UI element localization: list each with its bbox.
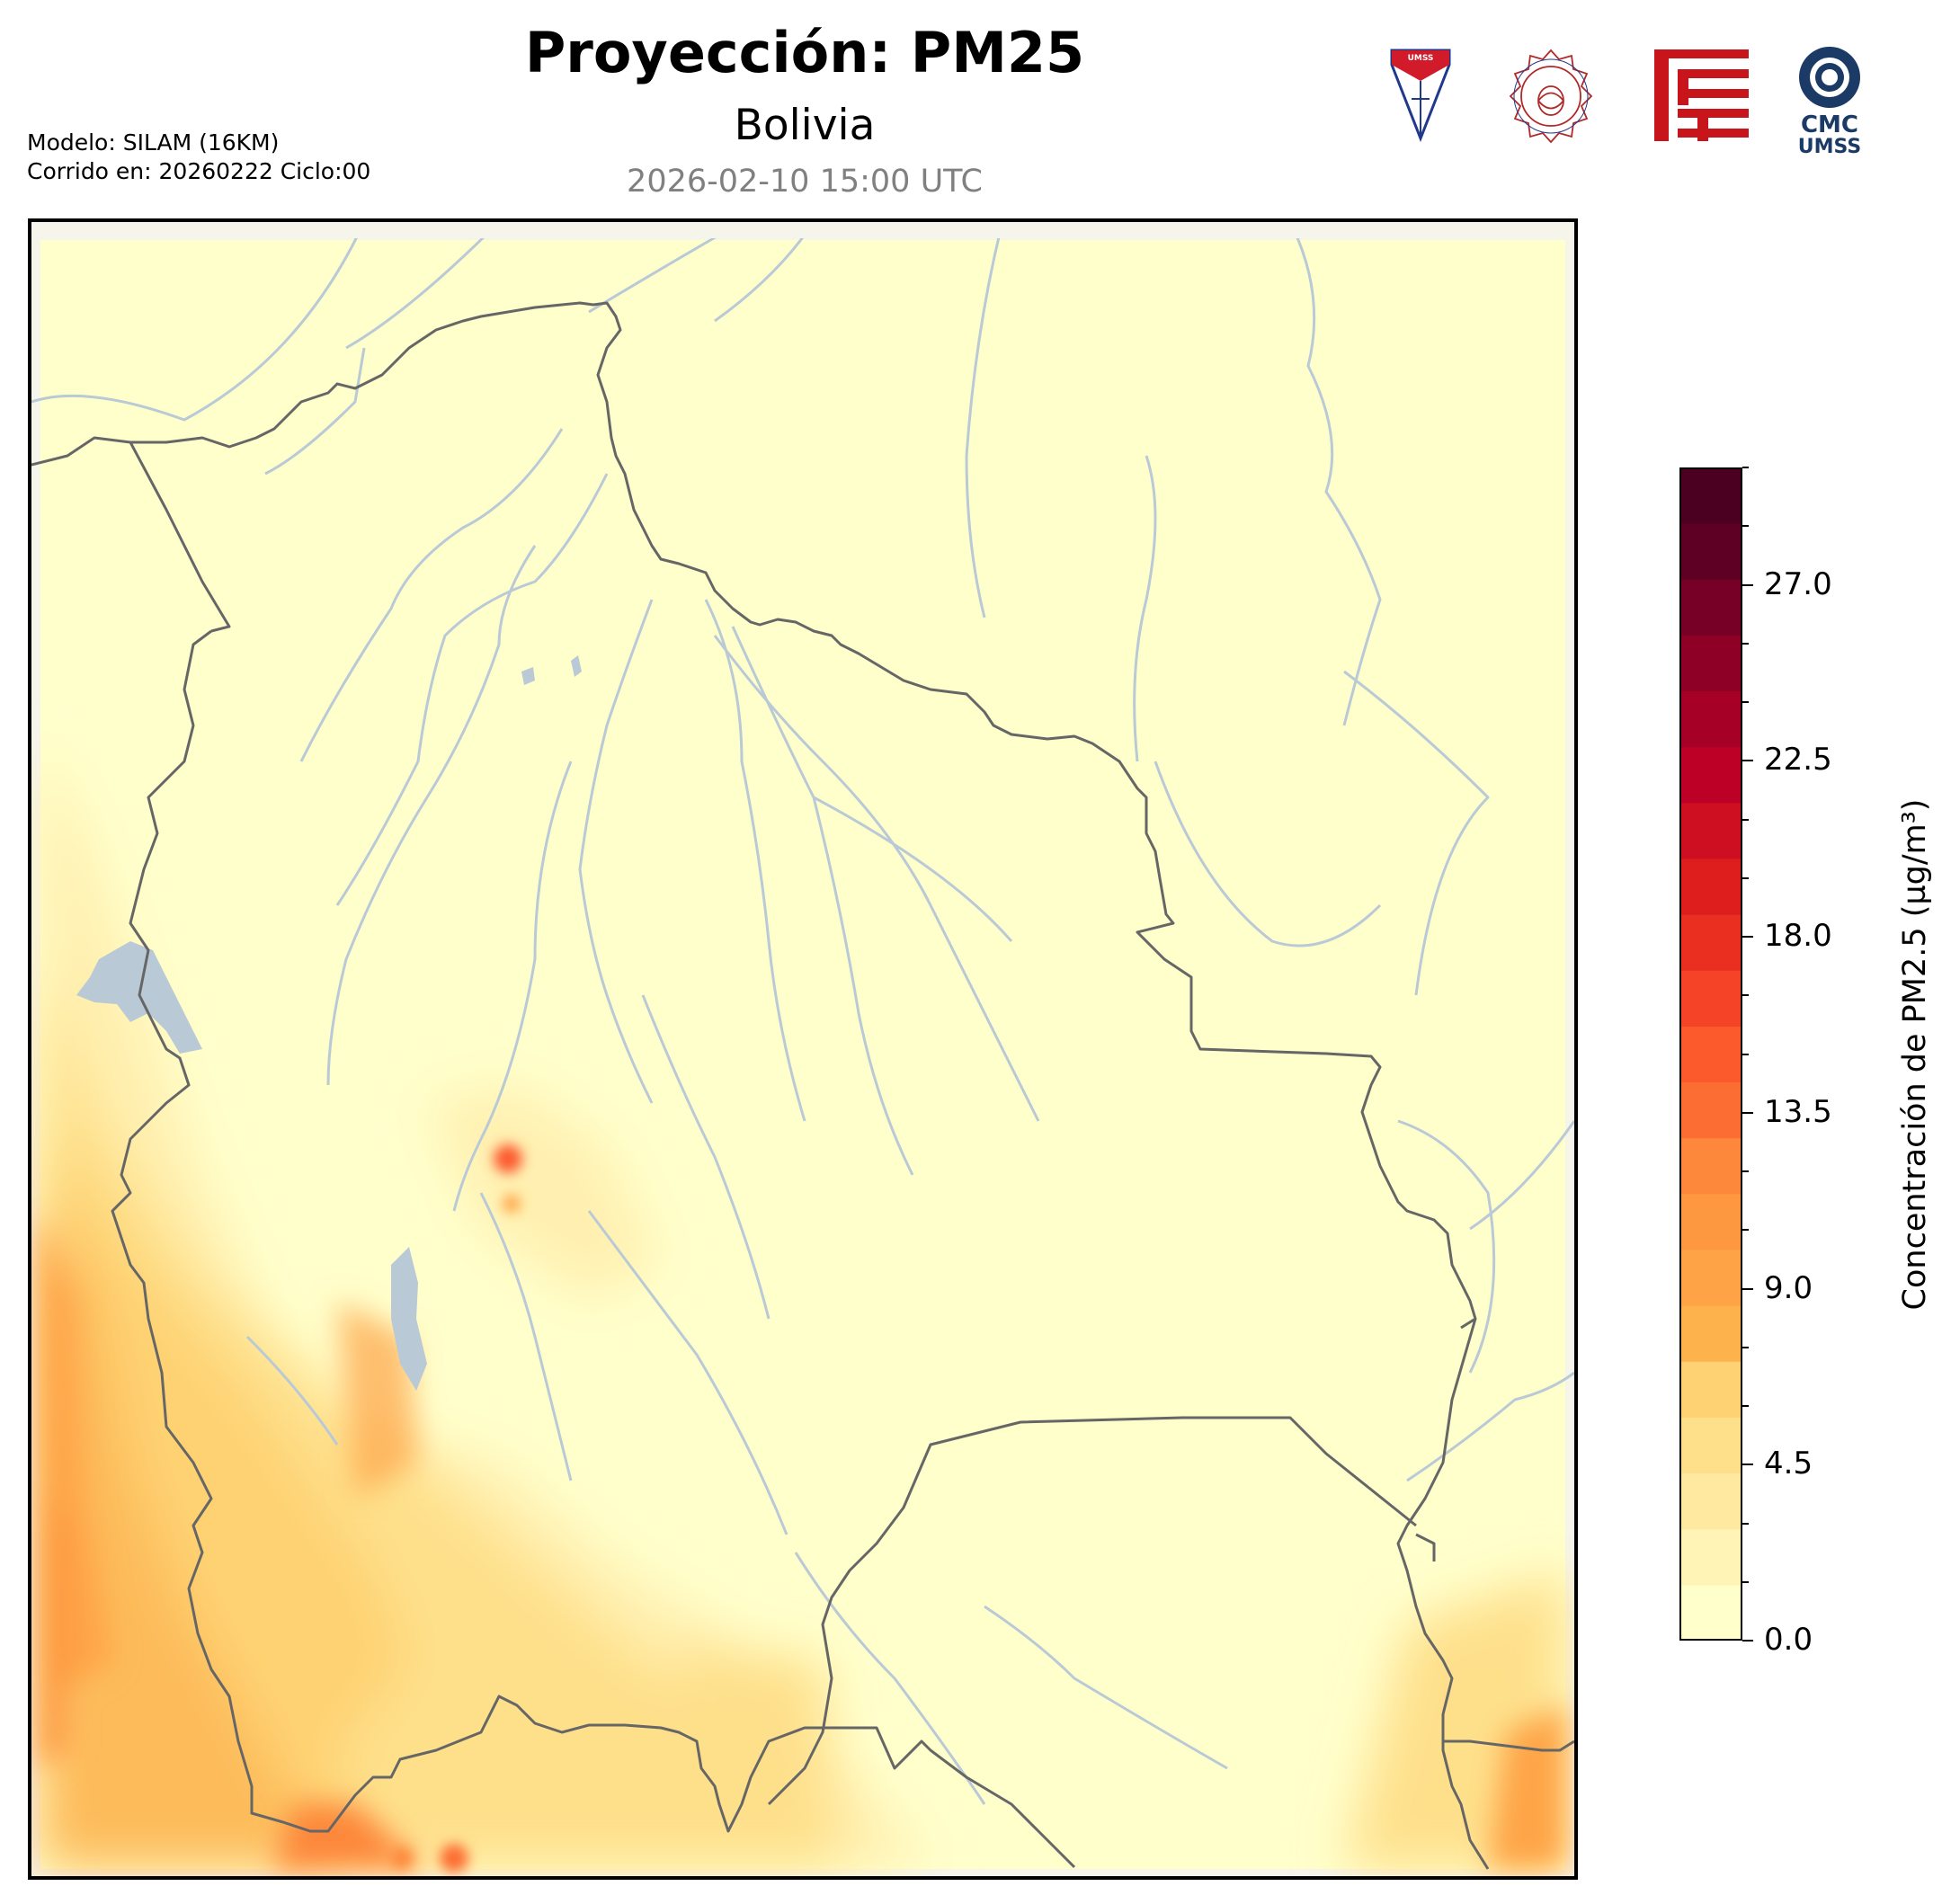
political-borders [31,301,1574,1870]
colorbar-major-tick [1742,1640,1753,1642]
colorbar-segment [1679,635,1742,692]
map-title: Proyección: PM25 [524,20,1085,85]
colorbar-minor-tick [1742,525,1749,528]
colorbar-frame [1679,467,1742,1641]
colorbar-segment [1679,970,1742,1027]
colorbar-minor-tick [1742,1053,1749,1055]
cmc-umss-logo: CMC UMSS [1798,47,1861,155]
colorbar-major-tick [1742,936,1753,938]
colorbar-minor-tick [1742,818,1749,821]
colorbar-segment [1679,1193,1742,1250]
valid-time: 2026-02-10 15:00 UTC [627,164,983,200]
cmc-umss-text: UMSS [1798,136,1861,155]
colorbar-segment [1679,1417,1742,1474]
cmc-text: CMC [1801,111,1858,138]
colorbar-tick-label: 9.0 [1764,1269,1813,1306]
colorbar-segment [1679,1081,1742,1139]
colorbar-major-tick [1742,760,1753,762]
colorbar-minor-tick [1742,1522,1749,1525]
colorbar-segment [1679,859,1742,915]
colorbar-minor-tick [1742,876,1749,879]
pm25-concentration-field [40,743,1565,1873]
colorbar-minor-tick [1742,1229,1749,1232]
colorbar-segment [1679,1472,1742,1530]
colorbar-segment [1679,579,1742,636]
colorbar-minor-tick [1742,994,1749,997]
colorbar-minor-tick [1742,1170,1749,1172]
colorbar-segment [1679,1137,1742,1195]
run-line: Corrido en: 20260222 Ciclo:00 [27,158,371,184]
umss-shield-logo: UMSS [1390,49,1451,143]
umss-shield-text: UMSS [1408,54,1434,63]
colorbar-segment [1679,1026,1742,1083]
colorbar-minor-tick [1742,1405,1749,1407]
colorbar-segment [1679,1584,1742,1641]
colorbar-segment [1679,1528,1742,1586]
colorbar-segment [1679,746,1742,804]
colorbar-segment [1679,1250,1742,1306]
colorbar-tick-label: 27.0 [1764,565,1832,602]
colorbar-segment [1679,690,1742,748]
colorbar-tick-label: 0.0 [1764,1622,1813,1658]
colorbar-segment [1679,523,1742,580]
colorbar-minor-tick [1742,1346,1749,1348]
colorbar-major-tick [1742,583,1753,586]
map-frame [28,218,1578,1880]
colorbar-segment [1679,1305,1742,1362]
colorbar-tick-label: 13.5 [1764,1093,1832,1130]
colorbar-major-tick [1742,1464,1753,1466]
faculty-red-logo [1654,49,1749,141]
colorbar-tick-label: 22.5 [1764,742,1832,779]
rivers [31,222,1574,1805]
map-subtitle: Bolivia [734,101,876,150]
physics-department-seal [1509,49,1593,144]
colorbar-minor-tick [1742,642,1749,645]
colorbar-major-tick [1742,1287,1753,1290]
colorbar-segment [1679,802,1742,859]
colorbar-major-tick [1742,1111,1753,1114]
colorbar-segment [1679,1361,1742,1418]
model-info: Modelo: SILAM (16KM) Corrido en: 2026022… [27,129,370,186]
colorbar-minor-tick [1742,467,1749,468]
colorbar [1679,467,1742,1641]
colorbar-tick-label: 4.5 [1764,1446,1813,1482]
colorbar-segment [1679,467,1742,524]
bolivia-border [111,629,1076,1869]
colorbar-segment [1679,914,1742,971]
colorbar-minor-tick [1742,701,1749,703]
map-top-margin [31,222,1574,238]
colorbar-title: Concentración de PM2.5 (µg/m³) [1897,798,1933,1311]
model-line: Modelo: SILAM (16KM) [27,129,280,156]
institution-logos: UMSS CMC UMSS [1385,45,1888,155]
map-canvas [31,222,1574,1873]
colorbar-minor-tick [1742,1580,1749,1583]
colorbar-tick-label: 18.0 [1764,918,1832,954]
